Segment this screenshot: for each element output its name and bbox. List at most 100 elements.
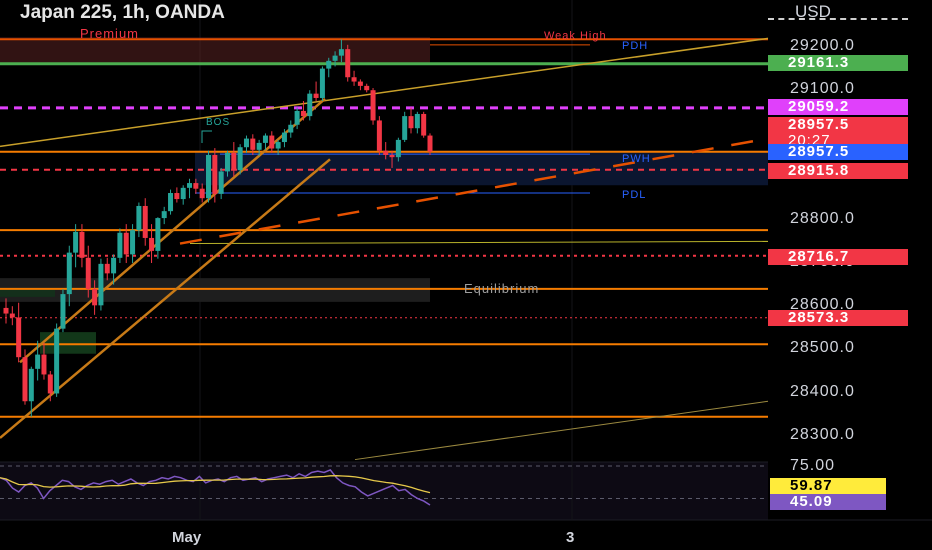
candle-body [326, 60, 332, 69]
price-tag-value: 28957.5 [788, 116, 850, 133]
candle-body [212, 155, 218, 194]
candle-body [35, 354, 41, 369]
candle-body [231, 152, 237, 171]
rsi-tick-label: 75.00 [790, 457, 836, 474]
annotation-label: PWH [622, 153, 651, 165]
candle-body [187, 183, 193, 188]
candle-body [395, 139, 401, 158]
premium-zone [0, 37, 430, 65]
candle-body [294, 110, 300, 125]
currency-label: USD [795, 2, 831, 21]
candle-body [237, 147, 243, 171]
candle-body [85, 257, 91, 289]
y-tick-label: 28600.0 [790, 296, 855, 314]
price-tag-value: 29059.2 [788, 98, 850, 115]
candle-body [402, 116, 408, 140]
price-tag: 28573.3 [768, 310, 908, 326]
candle-body [288, 124, 294, 133]
candle-body [123, 232, 129, 255]
pwh-zone [195, 150, 768, 186]
candle-body [250, 138, 256, 150]
candle-body [307, 93, 313, 117]
zones-layer [0, 37, 768, 354]
annotation-label: Equilibrium [464, 281, 540, 296]
candle-body [47, 374, 53, 394]
candle-body [275, 142, 281, 149]
candle-body [22, 357, 28, 402]
candle-body [364, 85, 370, 91]
candle-body [408, 116, 414, 129]
candle-body [180, 187, 186, 200]
candle-body [427, 135, 433, 152]
y-tick-label: 29100.0 [790, 80, 855, 98]
candle-body [345, 49, 351, 78]
candle-body [199, 188, 205, 199]
candle-body [161, 211, 167, 219]
candle-body [421, 113, 427, 136]
candle-body [256, 142, 262, 150]
candle-body [338, 49, 344, 56]
lower-trendline [354, 400, 769, 461]
candle-body [414, 113, 420, 129]
candle-body [149, 237, 155, 251]
candle-body [98, 263, 104, 306]
price-tag-value: 28573.3 [788, 309, 850, 326]
annotation-label: PDL [622, 189, 647, 201]
candle-body [224, 152, 230, 172]
y-tick-label: 29200.0 [790, 37, 855, 54]
equilibrium-zone [0, 278, 430, 302]
rsi-value-tag: 45.09 [770, 494, 886, 510]
chart-title: Japan 225, 1h, OANDA [20, 2, 225, 23]
candle-body [281, 132, 287, 143]
price-tag: 29161.3 [768, 55, 908, 71]
candle-body [206, 155, 212, 199]
price-tag: 28915.8 [768, 163, 908, 179]
candle-body [357, 81, 363, 86]
candle-body [332, 55, 338, 61]
candle-body [79, 231, 85, 258]
x-tick-label: 3 [566, 529, 575, 546]
candle-body [262, 135, 268, 143]
projection-dashed-line [179, 137, 769, 245]
annotation-label: Weak High [544, 30, 607, 42]
candle-body [92, 288, 98, 306]
price-tag-value: 28915.8 [788, 162, 850, 179]
candles-layer [3, 39, 433, 417]
candle-body [136, 205, 142, 231]
candle-body [73, 231, 79, 253]
price-tag-value: 28716.7 [788, 248, 850, 265]
candle-body [9, 313, 15, 318]
candle-body [376, 120, 382, 151]
demand-zone [40, 332, 96, 354]
candle-body [243, 138, 249, 148]
annotation-label: Premium [80, 26, 140, 41]
candle-body [218, 171, 224, 194]
candle-body [60, 294, 66, 329]
demand-zone-small [0, 288, 55, 297]
bos-marker [201, 130, 212, 143]
candle-body [389, 155, 395, 158]
candle-body [142, 205, 148, 238]
price-tag-value: 28957.5 [788, 143, 850, 160]
candle-body [168, 193, 174, 212]
x-tick-label: May [172, 529, 202, 546]
candle-body [3, 307, 9, 314]
annotation-label: BOS [206, 117, 231, 128]
candle-body [155, 218, 161, 251]
candle-body [319, 68, 325, 98]
rsi-layer [0, 465, 768, 506]
candle-body [104, 263, 110, 274]
candle-body [300, 110, 306, 117]
candle-body [193, 183, 199, 189]
candle-body [41, 354, 47, 375]
rsi-ma-line [0, 475, 431, 494]
candle-body [313, 93, 319, 98]
rsi-value-tag: 59.87 [770, 478, 886, 494]
price-tag-value: 29161.3 [788, 54, 850, 71]
candle-body [383, 150, 389, 155]
candle-body [54, 328, 60, 394]
price-tag: 29059.2 [768, 99, 908, 115]
flat-trendline [189, 240, 769, 245]
